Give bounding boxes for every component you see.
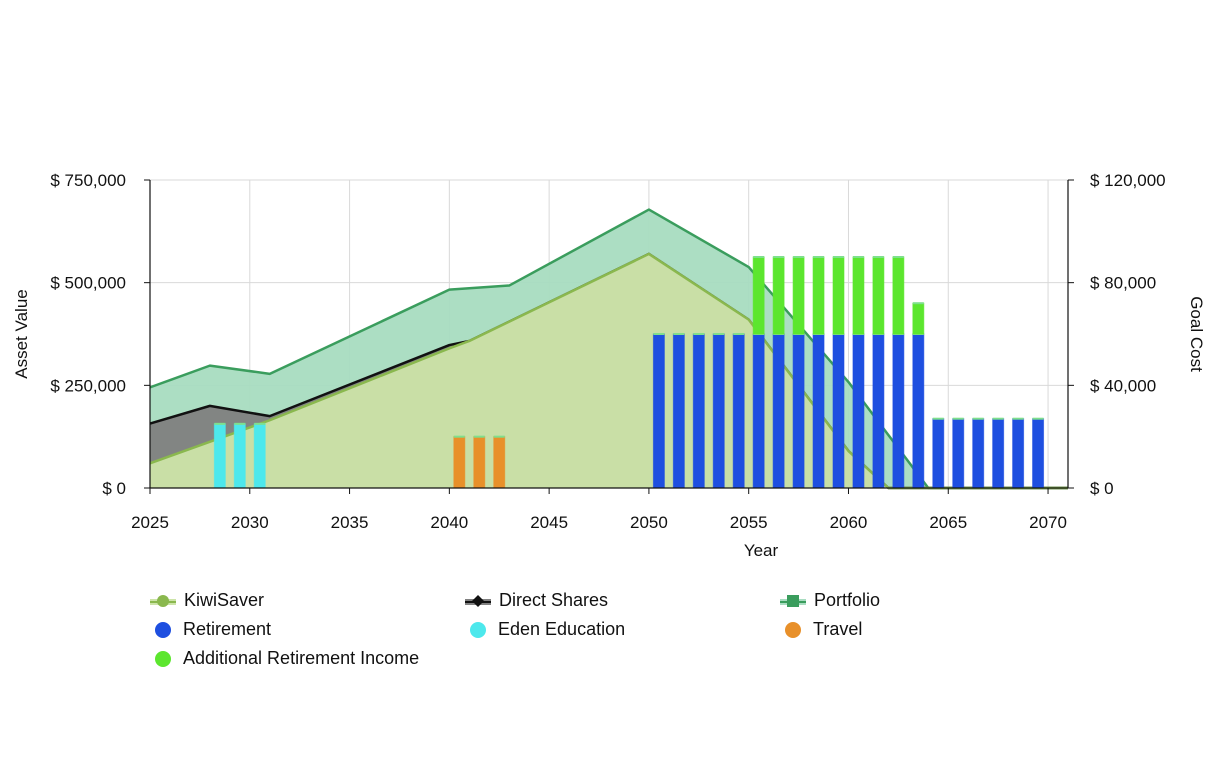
bar-retirement xyxy=(672,333,685,489)
bar-retirement xyxy=(792,333,805,489)
retirement-legend-icon xyxy=(155,621,171,638)
bar-additional-retirement-income xyxy=(872,256,885,335)
bar-retirement xyxy=(772,333,785,489)
eden-education-legend-icon xyxy=(470,621,486,638)
bar-retirement xyxy=(1032,418,1045,489)
bar-additional-retirement-income xyxy=(752,256,765,335)
bar-retirement xyxy=(852,333,865,489)
bar-eden-education xyxy=(233,423,246,489)
legend-item-travel[interactable]: Travel xyxy=(785,619,862,640)
y-left-tick-label: $ 0 xyxy=(102,479,126,498)
bar-retirement xyxy=(832,333,845,489)
bar-additional-retirement-income xyxy=(852,256,865,335)
bar-retirement xyxy=(992,418,1005,489)
legend-item-additional-retirement-income[interactable]: Additional Retirement Income xyxy=(155,648,419,669)
portfolio-legend-icon xyxy=(780,594,806,607)
y-right-tick-label: $ 120,000 xyxy=(1090,171,1166,190)
bar-travel xyxy=(493,436,506,489)
x-tick-label: 2025 xyxy=(131,513,169,532)
bar-retirement xyxy=(932,418,945,489)
y-axis-right-title: Goal Cost xyxy=(1187,296,1206,372)
legend-item-retirement[interactable]: Retirement xyxy=(155,619,271,640)
bar-additional-retirement-income xyxy=(912,302,925,335)
area-kiwisaver xyxy=(150,253,1068,488)
legend-item-eden-education[interactable]: Eden Education xyxy=(470,619,625,640)
bar-retirement xyxy=(732,333,745,489)
legend-label-eden-education: Eden Education xyxy=(498,619,626,639)
legend-label-travel: Travel xyxy=(813,619,863,639)
x-tick-label: 2050 xyxy=(630,513,668,532)
legend-label-kiwisaver: KiwiSaver xyxy=(184,590,265,610)
bar-retirement xyxy=(712,333,725,489)
bar-retirement xyxy=(972,418,985,489)
x-tick-label: 2045 xyxy=(530,513,568,532)
bar-retirement xyxy=(812,333,825,489)
additional-retirement-income-legend-icon xyxy=(155,650,171,667)
x-tick-label: 2060 xyxy=(830,513,868,532)
y-right-tick-label: $ 80,000 xyxy=(1090,274,1156,293)
y-left-tick-label: $ 250,000 xyxy=(50,376,126,395)
bar-travel xyxy=(473,436,486,489)
y-left-tick-label: $ 500,000 xyxy=(50,274,126,293)
y-left-tick-label: $ 750,000 xyxy=(50,171,126,190)
x-tick-label: 2055 xyxy=(730,513,768,532)
x-tick-label: 2030 xyxy=(231,513,269,532)
bar-retirement xyxy=(872,333,885,489)
bar-retirement xyxy=(752,333,765,489)
bar-retirement xyxy=(652,333,665,489)
kiwisaver-legend-icon xyxy=(150,594,176,607)
bar-eden-education xyxy=(253,423,266,489)
bar-eden-education xyxy=(213,423,226,489)
x-tick-label: 2065 xyxy=(929,513,967,532)
bar-retirement xyxy=(1012,418,1025,489)
travel-legend-icon xyxy=(785,621,801,638)
y-axis-left-title: Asset Value xyxy=(12,289,31,378)
legend-label-portfolio: Portfolio xyxy=(814,590,881,610)
legend-item-direct-shares[interactable]: Direct Shares xyxy=(465,590,608,611)
bar-additional-retirement-income xyxy=(832,256,845,335)
line-portfolio xyxy=(149,208,1068,490)
legend-label-retirement: Retirement xyxy=(183,619,272,639)
x-tick-label: 2040 xyxy=(430,513,468,532)
x-tick-label: 2035 xyxy=(331,513,369,532)
bar-retirement xyxy=(692,333,705,489)
legend-item-kiwisaver[interactable]: KiwiSaver xyxy=(150,590,264,611)
x-axis-title: Year xyxy=(744,541,779,560)
legend-label-direct-shares: Direct Shares xyxy=(499,590,609,610)
y-right-tick-label: $ 40,000 xyxy=(1090,376,1156,395)
bar-retirement xyxy=(952,418,965,489)
bar-travel xyxy=(453,436,466,489)
bar-additional-retirement-income xyxy=(812,256,825,335)
bar-additional-retirement-income xyxy=(792,256,805,335)
legend-label-additional-retirement-income: Additional Retirement Income xyxy=(183,648,420,668)
bar-additional-retirement-income xyxy=(772,256,785,335)
legend-item-portfolio[interactable]: Portfolio xyxy=(780,590,880,611)
bar-retirement xyxy=(912,333,925,489)
y-right-tick-label: $ 0 xyxy=(1090,479,1114,498)
x-tick-label: 2070 xyxy=(1029,513,1067,532)
bar-additional-retirement-income xyxy=(892,256,905,335)
direct-shares-legend-icon xyxy=(465,594,491,607)
bar-retirement xyxy=(892,333,905,489)
